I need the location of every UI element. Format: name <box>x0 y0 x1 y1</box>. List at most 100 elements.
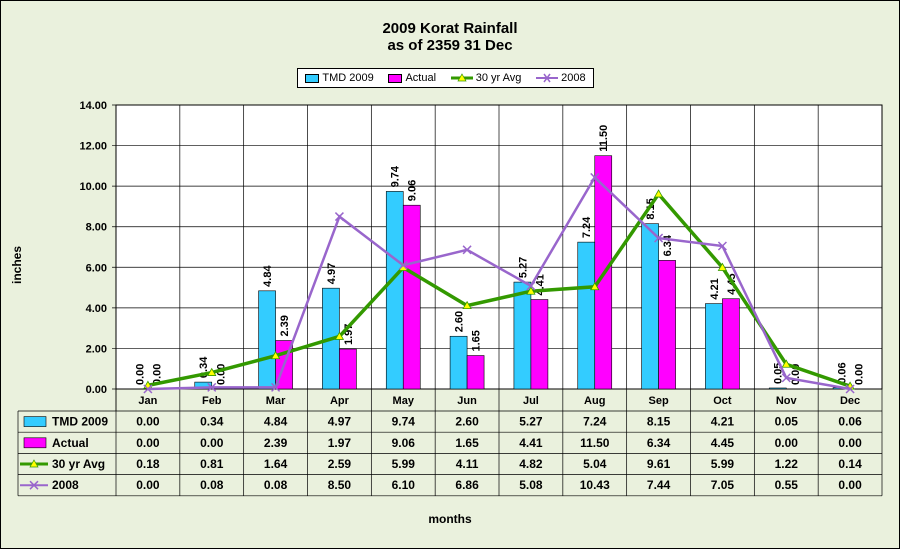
table-cell-tmd-2009-aug: 7.24 <box>583 415 607 429</box>
data-label-tmd-2009-aug: 7.24 <box>581 216 593 238</box>
x-tick-label-jan: Jan <box>138 395 157 407</box>
marker-30-yr-avg-sep <box>653 189 664 198</box>
x-tick-label-sep: Sep <box>648 395 668 407</box>
marker-30-yr-avg-jun <box>462 300 472 310</box>
table-key-30-yr-avg <box>29 459 39 468</box>
table-cell-30-yr-avg-nov: 1.22 <box>775 457 799 471</box>
x-tick-label-aug: Aug <box>584 395 605 407</box>
legend-swatch-2008 <box>536 73 559 83</box>
x-axis-label: months <box>428 512 472 526</box>
data-label-actual-feb: 0.00 <box>215 364 227 385</box>
table-cell-30-yr-avg-may: 5.99 <box>392 457 416 471</box>
y-tick-label: 10.00 <box>79 181 107 193</box>
marker-2008-sep <box>654 233 664 243</box>
table-cell-tmd-2009-may: 9.74 <box>392 415 416 429</box>
table-cell-30-yr-avg-feb: 0.81 <box>200 457 224 471</box>
marker-2008-oct <box>717 241 727 251</box>
legend-label-actual: Actual <box>405 72 437 84</box>
bar-actual-oct <box>722 298 740 390</box>
table-cell-tmd-2009-feb: 0.34 <box>200 415 224 429</box>
data-label-tmd-2009-dec: 0.06 <box>837 362 849 383</box>
data-label-actual-dec: 0.00 <box>854 364 866 385</box>
table-cell-2008-aug: 10.43 <box>580 478 610 492</box>
table-row-label-2008: 2008 <box>52 478 79 492</box>
marker-2008-mar <box>271 382 281 392</box>
table-key-actual <box>23 437 47 449</box>
data-label-tmd-2009-apr: 4.97 <box>326 263 338 284</box>
table-cell-actual-aug: 11.50 <box>580 436 610 450</box>
table-cell-30-yr-avg-dec: 0.14 <box>838 457 862 471</box>
marker-2008-apr <box>334 212 344 222</box>
table-cell-actual-jan: 0.00 <box>136 436 160 450</box>
bar-tmd-2009-aug <box>577 241 596 390</box>
data-label-tmd-2009-may: 9.74 <box>390 165 402 187</box>
table-cell-tmd-2009-mar: 4.84 <box>264 415 288 429</box>
data-label-actual-jan: 0.00 <box>151 364 163 385</box>
x-tick-label-may: May <box>393 395 415 407</box>
y-tick-label: 6.00 <box>86 262 107 274</box>
table-cell-30-yr-avg-jul: 4.82 <box>519 457 543 471</box>
data-label-tmd-2009-mar: 4.84 <box>262 265 274 287</box>
marker-2008-aug <box>590 172 600 182</box>
table-cell-30-yr-avg-aug: 5.04 <box>583 457 607 471</box>
legend-label-30yr-avg: 30 yr Avg <box>475 72 522 84</box>
marker-30-yr-avg-apr <box>334 331 345 340</box>
table-cell-tmd-2009-oct: 4.21 <box>711 415 735 429</box>
marker-30-yr-avg-mar <box>270 350 281 360</box>
table-cell-tmd-2009-jun: 2.60 <box>455 415 479 429</box>
table-cell-actual-apr: 1.97 <box>328 436 352 450</box>
table-row-label-30-yr-avg: 30 yr Avg <box>52 457 105 471</box>
bar-tmd-2009-jul <box>513 281 532 390</box>
marker-30-yr-avg-aug <box>590 281 600 291</box>
series-line-30-yr-avg <box>147 191 851 388</box>
chart-title-line-1: 2009 Korat Rainfall <box>382 20 518 37</box>
table-cell-actual-feb: 0.00 <box>200 436 224 450</box>
table-cell-2008-nov: 0.55 <box>775 478 799 492</box>
data-label-actual-mar: 2.39 <box>279 315 291 336</box>
legend-item-actual: Actual <box>388 72 436 84</box>
table-cell-tmd-2009-sep: 8.15 <box>647 415 671 429</box>
marker-2008-jun <box>462 245 472 255</box>
bar-actual-sep <box>658 260 676 390</box>
data-label-tmd-2009-jan: 0.00 <box>134 364 146 385</box>
table-cell-30-yr-avg-apr: 2.59 <box>328 457 352 471</box>
legend-swatch-actual <box>388 73 403 83</box>
table-cell-actual-sep: 6.34 <box>647 436 671 450</box>
x-tick-label-jun: Jun <box>457 395 477 407</box>
table-cell-tmd-2009-nov: 0.05 <box>775 415 799 429</box>
legend-item-2008: 2008 <box>536 72 586 84</box>
table-cell-tmd-2009-apr: 4.97 <box>328 415 352 429</box>
table-row-label-actual: Actual <box>52 436 89 450</box>
table-cell-2008-may: 6.10 <box>392 478 416 492</box>
legend-swatch-30yr-avg <box>450 73 473 82</box>
chart-title-line-2: as of 2359 31 Dec <box>387 37 513 54</box>
y-tick-label: 8.00 <box>86 222 107 234</box>
bar-actual-may <box>402 204 421 390</box>
bar-tmd-2009-nov <box>768 387 787 390</box>
chart-title: 2009 Korat Rainfall as of 2359 31 Dec <box>0 20 900 54</box>
table-cell-30-yr-avg-oct: 5.99 <box>711 457 735 471</box>
table-cell-2008-jan: 0.00 <box>136 478 160 492</box>
table-cell-30-yr-avg-mar: 1.64 <box>264 457 288 471</box>
table-key-tmd-2009 <box>23 416 47 427</box>
marker-2008-jan <box>143 384 153 394</box>
table-cell-30-yr-avg-sep: 9.61 <box>647 457 671 471</box>
data-label-actual-sep: 6.34 <box>662 234 674 256</box>
series-line-2008 <box>147 175 851 391</box>
table-cell-2008-oct: 7.05 <box>711 478 735 492</box>
data-label-tmd-2009-oct: 4.21 <box>709 278 721 299</box>
legend-swatch-tmd-2009 <box>305 73 320 83</box>
marker-30-yr-avg-oct <box>717 262 728 271</box>
table-cell-2008-jun: 6.86 <box>455 478 479 492</box>
bar-tmd-2009-feb <box>194 381 213 390</box>
marker-2008-jul <box>526 281 536 291</box>
marker-2008-may <box>398 260 408 270</box>
marker-2008-dec <box>845 384 855 394</box>
bar-actual-apr <box>339 348 357 390</box>
y-tick-label: 2.00 <box>86 343 107 355</box>
y-tick-label: 14.00 <box>79 100 107 112</box>
table-cell-30-yr-avg-jan: 0.18 <box>136 457 160 471</box>
marker-30-yr-avg-feb <box>207 367 217 376</box>
bar-actual-jun <box>466 355 485 390</box>
